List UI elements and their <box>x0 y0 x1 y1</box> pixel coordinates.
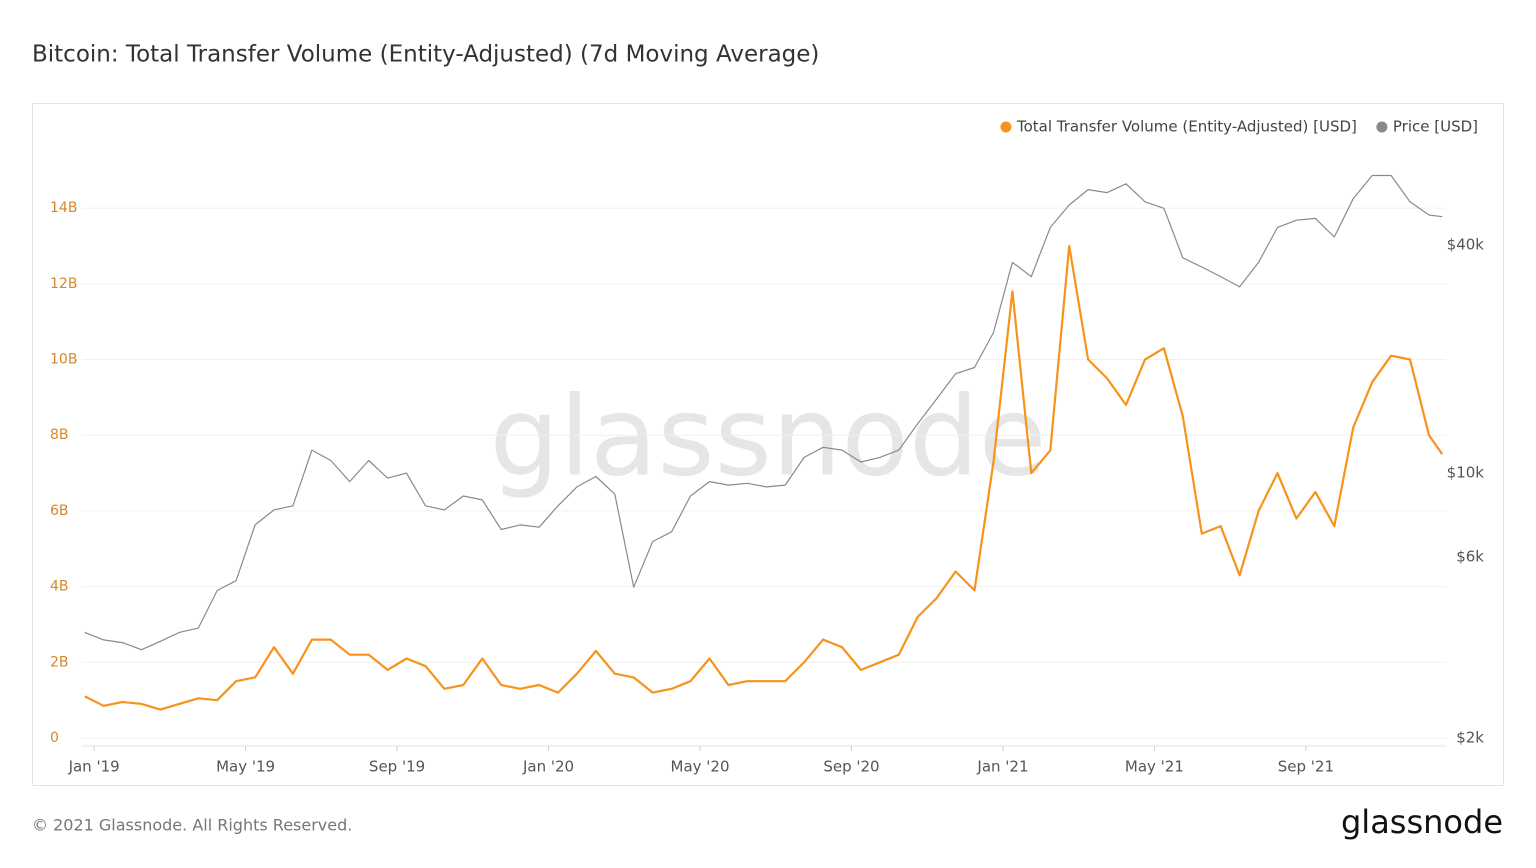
legend-label: Total Transfer Volume (Entity-Adjusted) … <box>1016 118 1357 136</box>
watermark: glassnode <box>490 372 1047 500</box>
chart-frame <box>32 103 1504 786</box>
x-tick-label: Sep '21 <box>1278 758 1334 776</box>
y2-tick-label: $10k <box>1447 464 1485 482</box>
y-tick-label: 10B <box>50 352 77 368</box>
x-tick-label: May '20 <box>671 758 730 776</box>
legend-marker <box>1000 121 1012 133</box>
x-tick-label: Jan '19 <box>68 758 120 776</box>
chart-title: Bitcoin: Total Transfer Volume (Entity-A… <box>32 42 819 68</box>
logo: glassnode <box>1341 803 1503 841</box>
legend-marker <box>1376 121 1388 133</box>
y-tick-label: 8B <box>50 427 69 443</box>
x-tick-label: Sep '19 <box>369 758 425 776</box>
x-tick-label: May '19 <box>216 758 275 776</box>
y2-tick-label: $2k <box>1456 729 1484 747</box>
y-tick-label: 12B <box>50 276 77 292</box>
series-line <box>84 244 1444 711</box>
y-tick-label: 14B <box>50 200 77 216</box>
y-tick-label: 6B <box>50 503 69 519</box>
x-tick-label: Sep '20 <box>823 758 879 776</box>
legend-label: Price [USD] <box>1393 118 1478 136</box>
series-line <box>84 174 1443 651</box>
y-tick-label: 4B <box>50 579 69 595</box>
x-tick-label: May '21 <box>1125 758 1184 776</box>
y-tick-label: 0 <box>50 730 59 746</box>
x-tick-label: Jan '20 <box>522 758 574 776</box>
copyright: © 2021 Glassnode. All Rights Reserved. <box>32 816 352 835</box>
x-tick-label: Jan '21 <box>976 758 1028 776</box>
y2-tick-label: $6k <box>1456 548 1484 566</box>
y-tick-label: 2B <box>50 654 69 670</box>
y2-tick-label: $40k <box>1447 235 1485 253</box>
